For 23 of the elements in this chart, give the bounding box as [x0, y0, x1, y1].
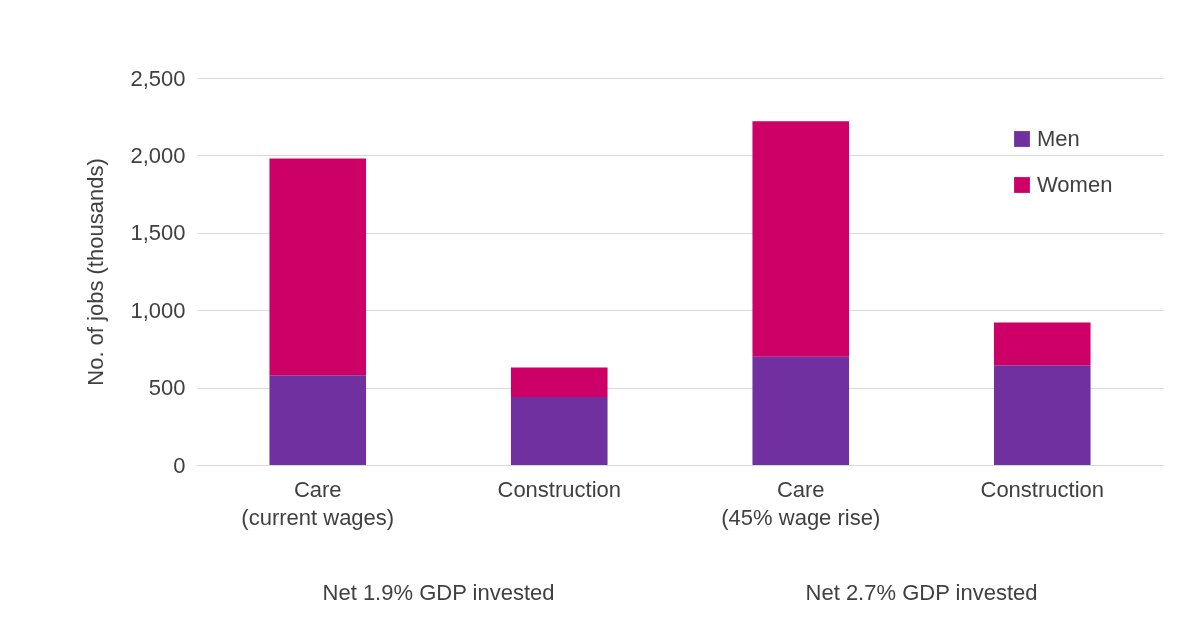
x-tick-label: Care (45% wage rise) [721, 476, 881, 530]
bar [993, 365, 1091, 465]
bar [269, 158, 367, 376]
x-tick-label: Construction [980, 476, 1105, 502]
legend-label: Women [1037, 172, 1113, 197]
y-tick-label: 1,000 [130, 297, 186, 323]
y-axis-title: No. of jobs (thousands) [83, 158, 109, 386]
x-tick-label: Construction [497, 476, 622, 502]
text: Net 1.9% GDP invested [322, 580, 555, 606]
bar [993, 322, 1091, 366]
y-tick-label: 2,500 [130, 65, 186, 91]
y-tick-label: 0 [173, 452, 186, 478]
y-tick-label: 500 [148, 375, 186, 401]
y-tick-label: 2,000 [130, 142, 186, 168]
bar [752, 356, 850, 465]
legend-label: Men [1037, 126, 1080, 151]
bar [752, 121, 850, 357]
bar [269, 375, 367, 465]
bar [510, 396, 608, 465]
text: Net 2.7% GDP invested [805, 580, 1038, 606]
x-tick-label: Care (current wages) [241, 476, 395, 530]
bar [510, 367, 608, 397]
y-tick-label: 1,500 [130, 220, 186, 246]
